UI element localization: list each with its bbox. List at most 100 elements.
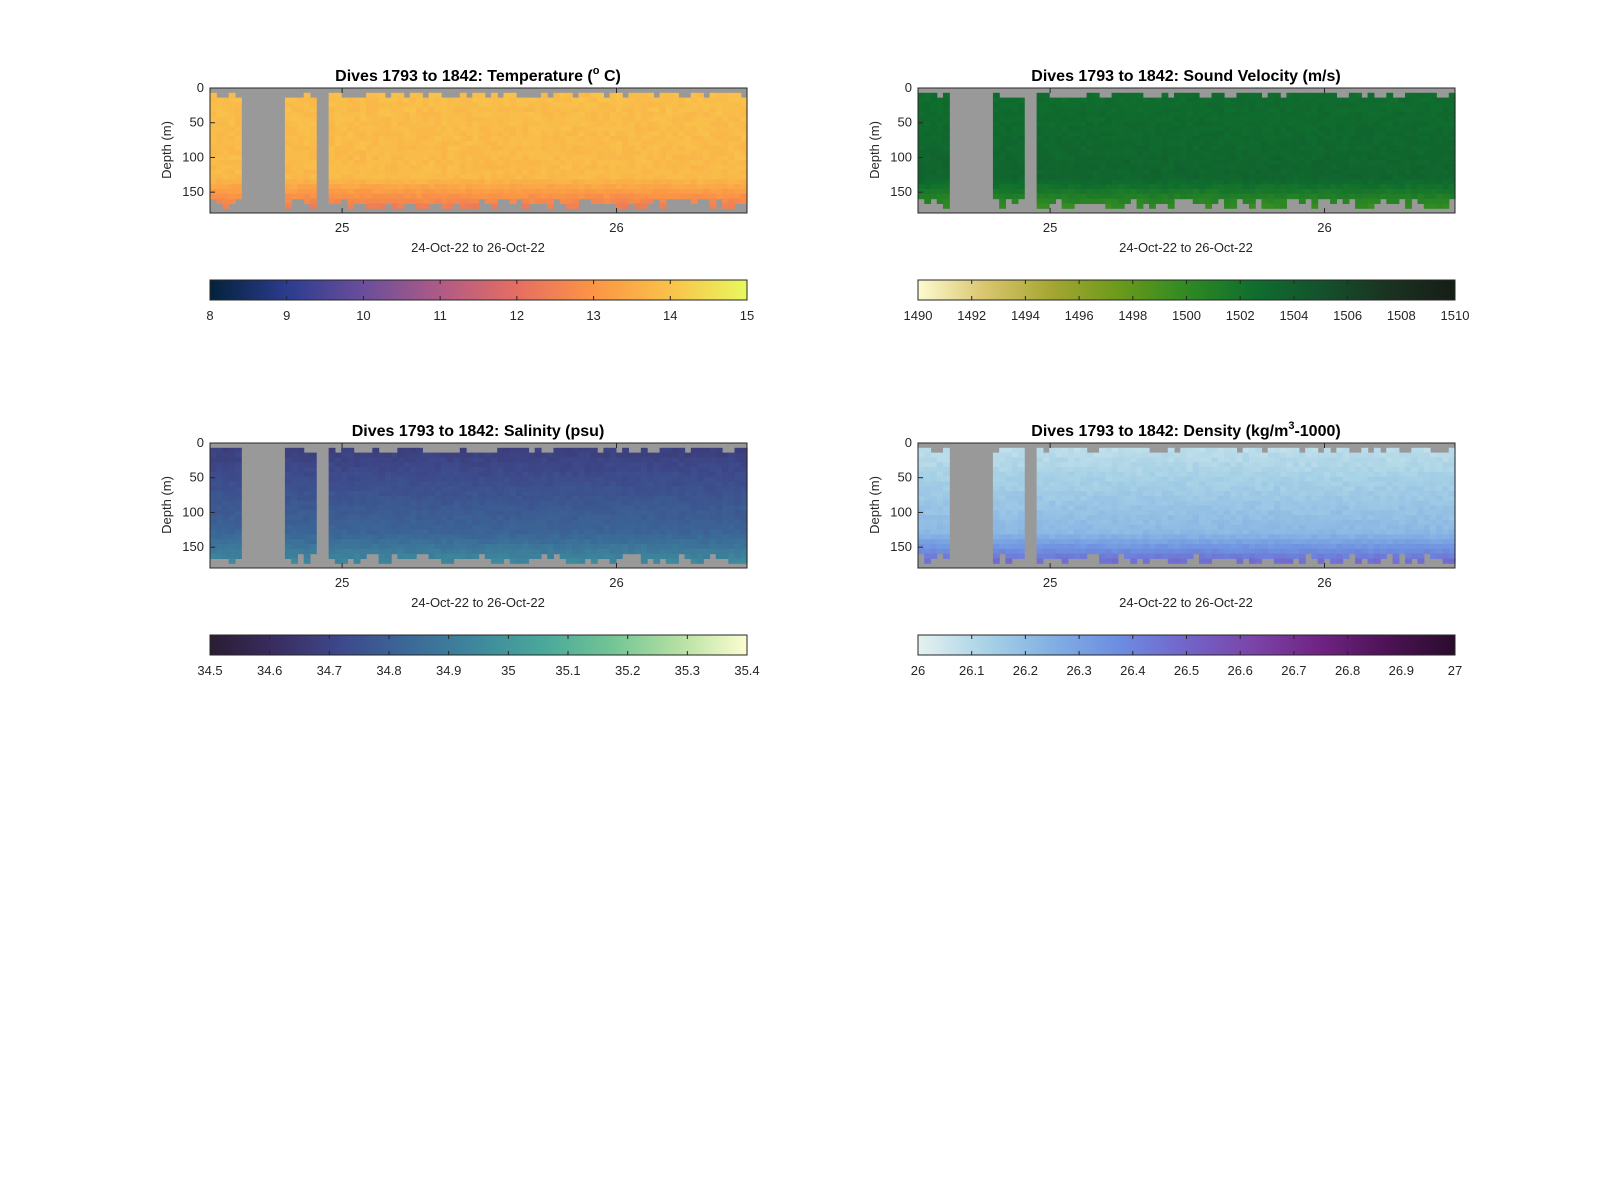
sound-velocity-cell xyxy=(1067,169,1075,176)
temperature-cell xyxy=(709,155,717,161)
temperature-cell xyxy=(690,107,698,113)
sound-velocity-cell xyxy=(1286,126,1294,132)
salinity-cell xyxy=(528,495,536,502)
salinity-cell xyxy=(291,515,299,521)
temperature-cell xyxy=(628,188,636,195)
sound-velocity-cell xyxy=(1105,121,1113,128)
temperature-cell xyxy=(672,193,679,200)
salinity-cell xyxy=(590,529,598,535)
temperature-cell xyxy=(222,126,230,132)
salinity-cell xyxy=(416,467,423,473)
sound-velocity-cell xyxy=(1092,136,1100,142)
temperature-cell xyxy=(672,92,679,99)
sound-velocity-cell xyxy=(1186,121,1194,128)
sound-velocity-cell xyxy=(918,140,925,147)
sound-velocity-cell xyxy=(1280,107,1287,113)
sound-velocity-cell xyxy=(1036,150,1044,156)
sound-velocity-cell xyxy=(1255,184,1263,190)
sound-velocity-cell xyxy=(1011,188,1019,195)
sound-velocity-cell xyxy=(1361,169,1369,176)
sound-velocity-cell xyxy=(1186,150,1194,156)
salinity-cell xyxy=(366,519,373,526)
sound-velocity-cell xyxy=(1205,179,1213,185)
temperature-cell xyxy=(703,112,711,118)
temperature-cell xyxy=(434,136,442,142)
temperature-cell xyxy=(697,107,704,113)
salinity-cell xyxy=(553,548,561,555)
temperature-cell xyxy=(697,145,704,152)
sound-velocity-cell xyxy=(1042,145,1050,152)
salinity-cell xyxy=(216,543,224,550)
sound-velocity-cell xyxy=(1261,145,1269,152)
sound-velocity-cell xyxy=(1423,126,1431,132)
sound-velocity-cell xyxy=(1192,145,1200,152)
sound-velocity-cell xyxy=(1442,203,1450,209)
temperature-cell xyxy=(634,164,642,171)
salinity-cell xyxy=(466,543,473,550)
sound-velocity-cell xyxy=(1124,112,1131,118)
salinity-cell xyxy=(409,543,417,550)
sound-velocity-cell xyxy=(1298,145,1306,152)
salinity-cell xyxy=(534,495,542,502)
temperature-cell xyxy=(728,145,736,152)
temperature-cell xyxy=(210,184,217,190)
salinity-cell xyxy=(590,524,598,531)
temperature-cell xyxy=(372,97,380,104)
temperature-cell xyxy=(572,169,579,176)
sound-velocity-cell xyxy=(1398,174,1406,180)
temperature-cell xyxy=(559,164,567,171)
sound-velocity-cell xyxy=(1280,198,1287,204)
sound-velocity-cell xyxy=(1124,145,1131,152)
sound-velocity-cell xyxy=(1348,116,1356,123)
salinity-cell xyxy=(572,462,579,468)
temperature-cell xyxy=(403,102,411,108)
sound-velocity-cell xyxy=(930,188,938,195)
sound-velocity-cell xyxy=(1342,164,1350,171)
sound-velocity-cell xyxy=(1092,193,1100,200)
salinity-cell xyxy=(234,529,242,535)
sound-velocity-cell xyxy=(1242,145,1250,152)
sound-velocity-cell xyxy=(1149,203,1156,209)
sound-velocity-cell xyxy=(942,155,950,161)
salinity-cell xyxy=(422,457,430,463)
sound-velocity-cell xyxy=(1049,136,1056,142)
temperature-cell xyxy=(234,160,242,166)
sound-velocity-cell xyxy=(942,145,950,152)
salinity-cell xyxy=(309,539,317,545)
temperature-cell xyxy=(328,92,336,99)
temperature-cell xyxy=(428,179,436,185)
sound-velocity-cell xyxy=(1355,174,1362,180)
salinity-cell xyxy=(378,491,386,497)
temperature-cell xyxy=(647,155,654,161)
sound-velocity-cell xyxy=(1436,107,1444,113)
temperature-cell xyxy=(528,174,536,180)
temperature-cell xyxy=(291,97,299,104)
temperature-cell xyxy=(609,116,617,123)
temperature-cell xyxy=(665,92,673,99)
temperature-cell xyxy=(484,107,492,113)
temperature-cell xyxy=(553,136,561,142)
salinity-cell xyxy=(509,467,517,473)
sound-velocity-cell xyxy=(1386,121,1394,128)
sound-velocity-cell xyxy=(936,160,944,166)
temperature-cell xyxy=(228,92,236,99)
temperature-cell xyxy=(303,169,311,176)
temperature-cell xyxy=(678,169,686,176)
sound-velocity-cell xyxy=(1086,112,1094,118)
sound-velocity-cell xyxy=(1367,131,1375,137)
temperature-cell xyxy=(378,131,386,137)
sound-velocity-cell xyxy=(1111,203,1119,209)
sound-velocity-cell xyxy=(1111,184,1119,190)
temperature-cell xyxy=(297,174,305,180)
salinity-cell xyxy=(434,452,442,459)
temperature-cell xyxy=(547,126,555,132)
temperature-cell xyxy=(553,179,561,185)
sound-velocity-cell xyxy=(1080,140,1088,147)
sound-velocity-cell xyxy=(992,193,1000,200)
salinity-cell xyxy=(428,500,436,507)
salinity-cell xyxy=(347,500,355,507)
salinity-cell xyxy=(378,548,386,555)
temperature-cell xyxy=(353,150,361,156)
salinity-cell xyxy=(515,553,523,559)
temperature-cell xyxy=(434,179,442,185)
